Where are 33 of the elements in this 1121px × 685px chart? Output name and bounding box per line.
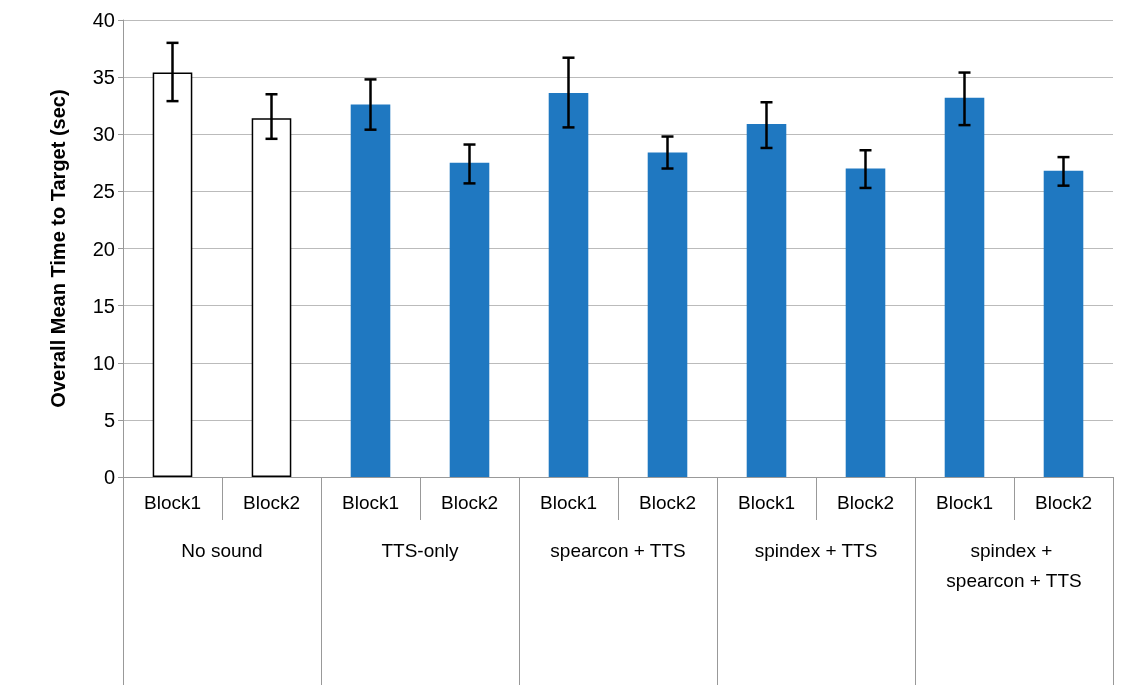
y-tick-label: 15: [92, 294, 115, 317]
y-tick-label: 5: [103, 408, 115, 431]
text: No sound: [181, 539, 263, 561]
text: TTS-only: [381, 539, 460, 561]
x-tick-label: Block2: [440, 492, 499, 513]
x-tick-label: Block1: [737, 492, 796, 513]
bar: [944, 97, 985, 477]
bar: [449, 162, 490, 477]
x-tick-label: Block2: [242, 492, 301, 513]
x-tick-label: Block1: [935, 492, 994, 513]
text: spearcon + TTS: [550, 539, 686, 561]
x-tick-label: Block2: [638, 492, 697, 513]
y-tick-label: 10: [92, 351, 115, 374]
x-tick-label: Block1: [143, 492, 202, 513]
y-axis-title: Overall Mean Time to Target (sec): [47, 89, 69, 408]
y-tick-label: 35: [92, 66, 115, 89]
bar: [350, 104, 391, 477]
x-tick-label: Block1: [539, 492, 598, 513]
y-tick-label: 0: [103, 466, 115, 488]
y-tick-label: 20: [92, 237, 115, 260]
y-tick-label: 30: [92, 123, 115, 146]
text: spindex + TTS: [754, 539, 878, 561]
bar: [746, 123, 787, 477]
x-tick-label: Block2: [836, 492, 895, 513]
bar: [845, 168, 886, 477]
bar: [647, 152, 688, 477]
y-tick-label: 40: [92, 9, 115, 31]
y-tick-label: 25: [92, 180, 115, 203]
x-tick-label: Block1: [341, 492, 400, 513]
x-tick-label: Block2: [1034, 492, 1093, 513]
bar: [548, 93, 589, 477]
text: spindex + spearcon + TTS: [946, 539, 1082, 591]
bar: [1043, 170, 1084, 477]
